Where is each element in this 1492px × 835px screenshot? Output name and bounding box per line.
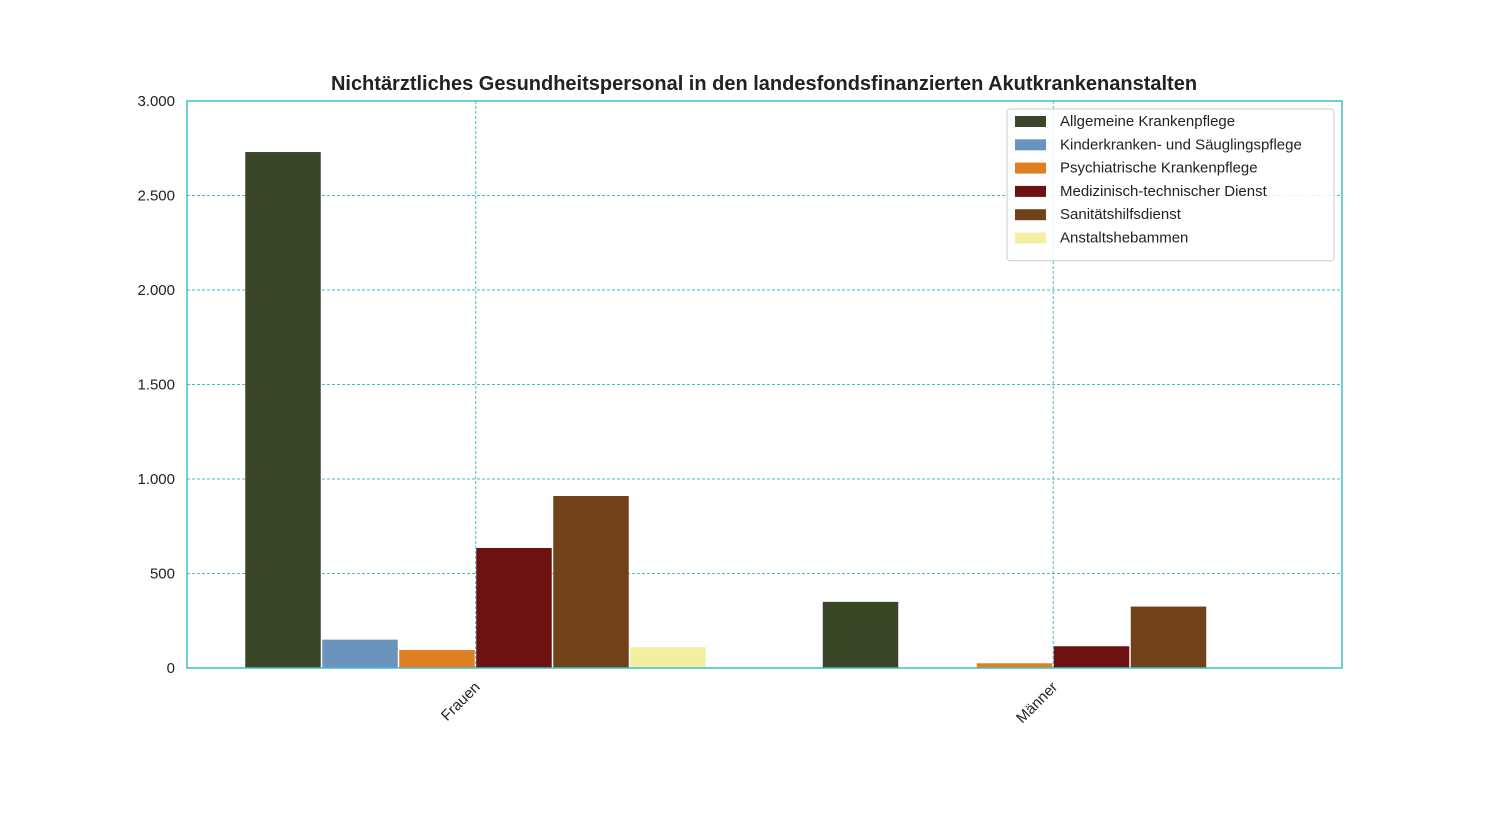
legend-label: Anstaltshebammen xyxy=(1060,230,1188,247)
legend-swatch xyxy=(1015,232,1046,244)
legend-label: Kinderkranken- und Säuglingspflege xyxy=(1060,136,1302,153)
bar xyxy=(476,547,552,668)
x-tick-label: Männer xyxy=(1013,679,1061,727)
legend-swatch xyxy=(1015,185,1046,197)
plot-frame xyxy=(186,100,1343,669)
bar xyxy=(245,152,321,668)
legend-box xyxy=(1006,108,1335,262)
legend-label: Psychiatrische Krankenpflege xyxy=(1060,160,1258,177)
bar xyxy=(976,663,1053,668)
y-tick-label: 1.500 xyxy=(137,377,175,394)
y-tick-label: 1.000 xyxy=(137,471,175,488)
bar xyxy=(1053,646,1130,668)
legend: Allgemeine Krankenpflege Kinderkranken- u… xyxy=(1006,108,1335,262)
legend-label: Medizinisch-technischer Dienst xyxy=(1060,183,1268,200)
y-tick-label: 2.500 xyxy=(137,188,175,205)
y-tick-label: 0 xyxy=(167,660,175,677)
x-axis-ticks: Frauen Männer xyxy=(438,679,1061,727)
x-tick-label: Frauen xyxy=(438,679,484,725)
y-tick-label: 500 xyxy=(150,566,175,583)
bar xyxy=(553,496,629,668)
bar xyxy=(630,647,706,668)
legend-swatch xyxy=(1015,162,1046,174)
grid-layer xyxy=(187,101,1342,668)
y-tick-label: 2.000 xyxy=(137,282,175,299)
y-axis-ticks: 0 500 1.000 1.500 2.000 2.500 3.000 xyxy=(137,93,175,677)
bar xyxy=(322,639,398,668)
bar xyxy=(822,601,899,668)
legend-label: Allgemeine Krankenpflege xyxy=(1060,113,1235,130)
y-tick-label: 3.000 xyxy=(137,93,175,110)
legend-label: Sanitätshilfsdienst xyxy=(1060,206,1182,223)
legend-swatch xyxy=(1015,209,1046,221)
bars-layer xyxy=(245,152,1207,668)
chart-title: Nichtärztliches Gesundheitspersonal in d… xyxy=(331,73,1197,95)
legend-swatch xyxy=(1015,139,1046,151)
bar xyxy=(399,650,475,668)
bar xyxy=(1130,606,1207,668)
legend-swatch xyxy=(1015,116,1046,127)
